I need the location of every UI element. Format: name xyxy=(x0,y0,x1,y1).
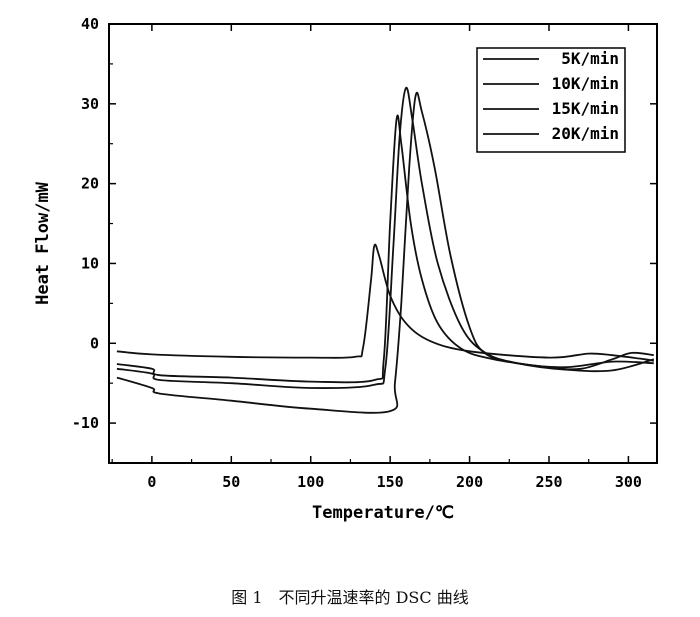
legend-label: 20K/min xyxy=(552,124,619,143)
x-tick-label: 250 xyxy=(535,473,562,491)
y-axis-title: Heat Flow/mW xyxy=(33,181,53,305)
axis-ticks xyxy=(109,23,657,464)
tick-labels: 0 50 100 150 200 250 300 -10 0 10 20 30 40 xyxy=(72,15,642,491)
y-tick-label: 20 xyxy=(81,175,99,193)
series-line-2 xyxy=(116,114,654,384)
x-tick-label: 150 xyxy=(377,473,404,491)
y-tick-label: -10 xyxy=(72,414,99,432)
legend-label: 15K/min xyxy=(552,99,619,118)
series-lines xyxy=(116,86,655,414)
x-tick-label: 300 xyxy=(615,473,642,491)
legend-label: 5K/min xyxy=(561,49,619,68)
x-axis-title: Temperature/℃ xyxy=(312,503,454,523)
legend: 5K/min 10K/min 15K/min 20K/min xyxy=(476,47,626,153)
y-tick-label: 30 xyxy=(81,95,99,113)
series-line-4 xyxy=(116,91,654,414)
x-tick-label: 100 xyxy=(297,473,324,491)
x-tick-label: 0 xyxy=(147,473,156,491)
plot-frame xyxy=(108,23,658,464)
figure-caption: 图 1 不同升温速率的 DSC 曲线 xyxy=(231,588,469,607)
y-tick-label: 0 xyxy=(90,334,99,352)
x-tick-label: 50 xyxy=(222,473,240,491)
x-tick-label: 200 xyxy=(456,473,483,491)
legend-label: 10K/min xyxy=(552,74,619,93)
y-tick-label: 40 xyxy=(81,15,99,33)
series-line-1 xyxy=(116,243,654,362)
y-tick-label: 10 xyxy=(81,254,99,272)
dsc-chart: 0 50 100 150 200 250 300 -10 0 10 20 30 40 Temperatu… xyxy=(33,15,658,523)
